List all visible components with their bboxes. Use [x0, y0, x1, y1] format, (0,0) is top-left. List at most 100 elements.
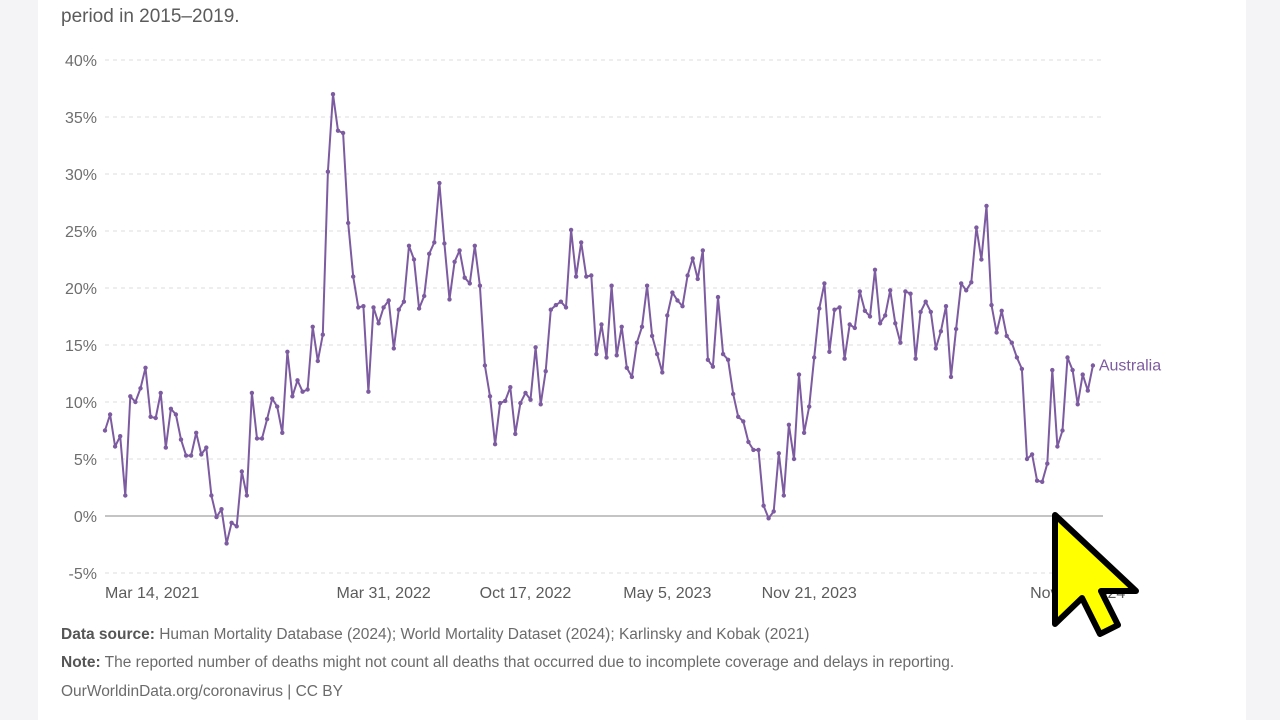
series-line-australia[interactable]: [104, 93, 1094, 545]
data-point[interactable]: [310, 324, 315, 329]
data-point[interactable]: [356, 305, 361, 310]
data-point[interactable]: [452, 259, 457, 264]
data-point[interactable]: [852, 325, 857, 331]
data-point[interactable]: [432, 240, 437, 245]
data-point[interactable]: [614, 353, 619, 358]
data-point[interactable]: [644, 283, 650, 288]
data-point[interactable]: [467, 281, 472, 286]
data-point[interactable]: [943, 304, 949, 309]
data-point[interactable]: [264, 416, 270, 422]
data-point[interactable]: [1019, 366, 1025, 372]
data-point[interactable]: [351, 274, 356, 279]
data-source-text[interactable]: Human Mortality Database (2024); World M…: [159, 626, 810, 643]
data-point[interactable]: [102, 428, 108, 433]
data-point[interactable]: [771, 509, 776, 514]
data-point[interactable]: [781, 493, 786, 498]
data-point[interactable]: [883, 313, 888, 318]
data-point[interactable]: [918, 309, 923, 315]
data-point[interactable]: [959, 281, 964, 286]
data-point[interactable]: [285, 349, 290, 354]
data-point[interactable]: [188, 453, 194, 458]
credit-link[interactable]: OurWorldinData.org/coronavirus | CC BY: [61, 683, 343, 700]
data-point[interactable]: [492, 442, 498, 447]
data-point[interactable]: [994, 330, 999, 335]
data-point[interactable]: [305, 387, 310, 392]
data-point[interactable]: [766, 516, 771, 521]
data-point[interactable]: [523, 390, 528, 396]
data-point[interactable]: [634, 340, 640, 345]
data-point[interactable]: [1009, 340, 1014, 345]
data-point[interactable]: [178, 437, 184, 442]
data-point[interactable]: [984, 203, 989, 209]
data-point[interactable]: [791, 456, 797, 462]
data-point[interactable]: [422, 293, 427, 299]
data-point[interactable]: [371, 305, 376, 310]
data-point[interactable]: [275, 404, 280, 409]
data-point[interactable]: [817, 306, 822, 311]
data-point[interactable]: [989, 302, 994, 308]
data-point[interactable]: [503, 398, 508, 404]
data-point[interactable]: [695, 276, 700, 282]
data-point[interactable]: [705, 357, 711, 362]
data-point[interactable]: [908, 291, 913, 296]
data-point[interactable]: [969, 280, 974, 285]
data-point[interactable]: [442, 241, 447, 246]
data-point[interactable]: [497, 400, 503, 406]
data-point[interactable]: [553, 302, 559, 308]
data-point[interactable]: [411, 257, 417, 262]
data-point[interactable]: [513, 431, 518, 437]
data-point[interactable]: [508, 385, 513, 390]
data-point[interactable]: [893, 321, 898, 326]
data-point[interactable]: [234, 524, 239, 529]
data-point[interactable]: [173, 412, 179, 417]
data-point[interactable]: [487, 394, 493, 399]
data-point[interactable]: [325, 169, 331, 174]
data-point[interactable]: [898, 340, 903, 345]
series-label-australia[interactable]: Australia: [1099, 358, 1161, 375]
data-point[interactable]: [948, 374, 954, 380]
data-point[interactable]: [457, 248, 462, 253]
data-point[interactable]: [330, 92, 336, 97]
data-point[interactable]: [604, 355, 609, 360]
data-point[interactable]: [933, 346, 938, 351]
data-point[interactable]: [746, 439, 751, 445]
data-point[interactable]: [715, 294, 721, 300]
data-point[interactable]: [872, 267, 878, 272]
data-point[interactable]: [913, 356, 918, 361]
data-point[interactable]: [183, 453, 189, 458]
data-point[interactable]: [437, 180, 442, 186]
data-point[interactable]: [153, 415, 158, 421]
data-point[interactable]: [168, 406, 174, 411]
data-point[interactable]: [518, 400, 523, 406]
data-point[interactable]: [123, 493, 128, 498]
data-point[interactable]: [300, 389, 305, 394]
data-point[interactable]: [219, 507, 224, 512]
data-point[interactable]: [801, 430, 807, 435]
data-point[interactable]: [700, 248, 705, 253]
data-point[interactable]: [655, 351, 660, 357]
data-point[interactable]: [675, 298, 680, 303]
data-point[interactable]: [290, 394, 295, 399]
data-point[interactable]: [543, 369, 548, 374]
data-point[interactable]: [1065, 355, 1070, 360]
data-point[interactable]: [923, 299, 928, 304]
data-point[interactable]: [1024, 456, 1030, 462]
data-point[interactable]: [259, 436, 265, 441]
data-point[interactable]: [335, 128, 341, 133]
data-point[interactable]: [928, 309, 933, 315]
data-point[interactable]: [107, 412, 113, 417]
data-point[interactable]: [690, 256, 695, 261]
data-point[interactable]: [1014, 355, 1020, 360]
data-point[interactable]: [751, 447, 756, 453]
data-point[interactable]: [199, 452, 204, 457]
data-point[interactable]: [974, 225, 979, 230]
data-point[interactable]: [624, 365, 629, 370]
data-point[interactable]: [416, 306, 422, 311]
data-point[interactable]: [1029, 452, 1035, 457]
data-point[interactable]: [533, 345, 538, 350]
data-point[interactable]: [270, 396, 275, 401]
data-point[interactable]: [786, 422, 792, 427]
data-point[interactable]: [741, 419, 746, 424]
data-point[interactable]: [558, 299, 564, 304]
data-point[interactable]: [827, 349, 832, 354]
